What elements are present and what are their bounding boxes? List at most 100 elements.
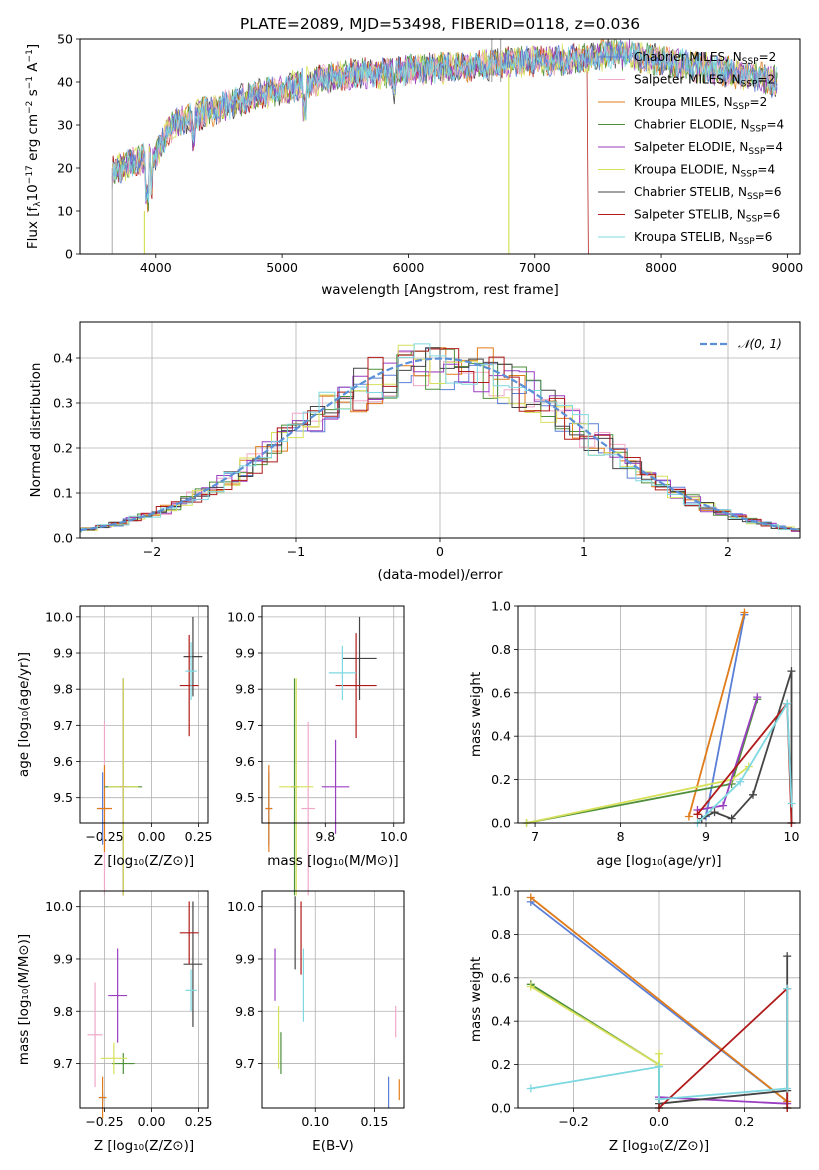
weight-marker-8 [783, 699, 792, 708]
weight-line-5 [526, 765, 750, 824]
x-tick-label: 0.10 [301, 1114, 329, 1129]
weight-marker-8 [783, 1084, 792, 1093]
x-tick-label: 10.0 [380, 829, 408, 844]
weight-marker-8 [655, 1095, 663, 1104]
x-tick-label: −0.2 [558, 1114, 588, 1129]
y-tick-label: 0.1 [53, 486, 73, 501]
weight-marker-4 [753, 693, 762, 702]
y-tick-label: 0.0 [491, 1101, 511, 1116]
weight-line-3 [530, 983, 660, 1108]
y-axis-label: mass weight [468, 957, 484, 1042]
weight-marker-6 [749, 790, 757, 799]
frame-ebv_mass [261, 890, 405, 1109]
x-tick-label: 5000 [266, 260, 298, 275]
errorbars-z_mass [87, 901, 203, 1119]
y-tick-label: 0.4 [491, 729, 511, 744]
x-axis-label: Z [log₁₀(Z/Z⊙)] [94, 1138, 194, 1154]
x-tick-label: 2 [724, 544, 732, 559]
y-axis-label: mass weight [468, 672, 484, 757]
y-tick-label: 0.4 [53, 351, 73, 366]
frame-spectrum [79, 38, 801, 255]
axes-age_weight: 7 8 9 10 0.0 0.2 0.4 0.6 0.8 1.0 [491, 599, 800, 844]
y-tick-label: 9.8 [235, 682, 255, 697]
x-tick-label: 0.25 [185, 829, 213, 844]
x-tick-label: 9000 [771, 260, 803, 275]
errorbars-ebv_mass [274, 896, 400, 1108]
x-tick-label: −2 [143, 544, 161, 559]
y-tick-label: 0.2 [53, 441, 73, 456]
spectrum-legend: Chabrier MILES, NSSP=2 Salpeter MILES, NS… [598, 50, 784, 247]
weight-marker-2 [526, 893, 535, 902]
legend-entry-1: Salpeter MILES, NSSP=2 [634, 73, 775, 90]
weight-line-0 [705, 614, 746, 817]
y-tick-label: 0.2 [491, 772, 511, 787]
y-tick-label: 30 [57, 118, 73, 133]
histogram-7 [80, 348, 800, 532]
y-tick-label: 9.5 [235, 790, 255, 805]
weight-line-2 [688, 612, 746, 817]
legend-entry-6: Chabrier STELIB, NSSP=6 [634, 185, 782, 202]
y-tick-label: 0.8 [491, 927, 511, 942]
frame-z_age [79, 605, 209, 824]
y-tick-label: 40 [57, 75, 73, 90]
frame-age_weight [517, 605, 801, 824]
y-tick-label: 0.2 [491, 1057, 511, 1072]
x-axis-label: Z [log₁₀(Z/Z⊙)] [609, 1138, 709, 1154]
y-tick-label: 0.4 [491, 1014, 511, 1029]
x-tick-label: 4000 [140, 260, 172, 275]
weights-age_weight [522, 608, 796, 827]
frame-mass_age [261, 605, 405, 824]
y-tick-label: 10 [57, 204, 73, 219]
weight-line-2 [530, 896, 788, 1103]
y-tick-label: 0.0 [53, 531, 73, 546]
weight-marker-5 [655, 1049, 663, 1058]
x-tick-label: 6000 [393, 260, 425, 275]
x-tick-label: 0.15 [360, 1114, 388, 1129]
y-tick-label: 9.8 [235, 1004, 255, 1019]
x-tick-label: 0.00 [138, 1114, 166, 1129]
weight-marker-8 [787, 799, 796, 808]
y-tick-label: 0.3 [53, 396, 73, 411]
legend-entry-7: Salpeter STELIB, NSSP=6 [634, 208, 780, 225]
axes-mass_age: 9.8 10.0 9.5 9.6 9.7 9.8 9.9 10.0 [227, 606, 408, 844]
y-tick-label: 0.6 [491, 970, 511, 985]
y-tick-label: 9.9 [235, 646, 255, 661]
legend-entry: 𝒩(0, 1) [738, 337, 782, 351]
axes-residuals: −2 −1 0 1 2 0.0 0.1 0.2 0.3 0.4 [53, 322, 800, 559]
frame-z_mass [79, 890, 209, 1109]
weight-marker-6 [787, 667, 796, 676]
y-tick-label: 9.5 [53, 790, 73, 805]
weight-marker-2 [684, 812, 693, 821]
legend-entry-8: Kroupa STELIB, NSSP=6 [634, 230, 772, 247]
weight-line-5 [530, 985, 660, 1067]
x-tick-label: 7 [531, 829, 539, 844]
spectrum-line-8 [111, 40, 778, 203]
axes-z_age: −0.25 0.00 0.259.59.69.79.89.910.0 [45, 606, 213, 844]
x-tick-label: 0.0 [649, 1114, 669, 1129]
x-tick-label: 10 [784, 829, 800, 844]
legend-entry-5: Kroupa ELODIE, NSSP=4 [634, 163, 775, 180]
legend-entry-0: Chabrier MILES, NSSP=2 [634, 50, 776, 67]
weight-marker-6 [783, 952, 792, 961]
legend-entry-2: Kroupa MILES, NSSP=2 [634, 95, 767, 112]
y-tick-label: 50 [57, 32, 73, 47]
spectrum-lines [111, 39, 778, 254]
y-tick-label: 0.6 [491, 685, 511, 700]
x-axis-label: Z [log₁₀(Z/Z⊙)] [94, 853, 194, 869]
x-tick-label: 8000 [645, 260, 677, 275]
y-axis-label: age [log₁₀(age/yr)] [16, 652, 32, 777]
figure-title: PLATE=2089, MJD=53498, FIBERID=0118, z=0… [240, 15, 640, 33]
y-axis-label: Flux [fλ10−17 erg cm−2 s−1 A−1] [25, 44, 43, 249]
legend-entry-3: Chabrier ELODIE, NSSP=4 [634, 118, 784, 135]
y-tick-label: 0.8 [491, 642, 511, 657]
weight-marker-8 [736, 777, 745, 786]
y-tick-label: 9.9 [53, 646, 73, 661]
y-tick-label: 9.9 [235, 951, 255, 966]
y-tick-label: 9.6 [53, 754, 73, 769]
axes-ebv_mass: 0.10 0.15 9.7 9.8 9.9 10.0 [227, 891, 404, 1129]
weight-marker-5 [526, 982, 535, 991]
y-tick-label: 9.7 [53, 1056, 73, 1071]
x-tick-label: −0.25 [85, 1114, 123, 1129]
x-tick-label: 0.25 [185, 1114, 213, 1129]
